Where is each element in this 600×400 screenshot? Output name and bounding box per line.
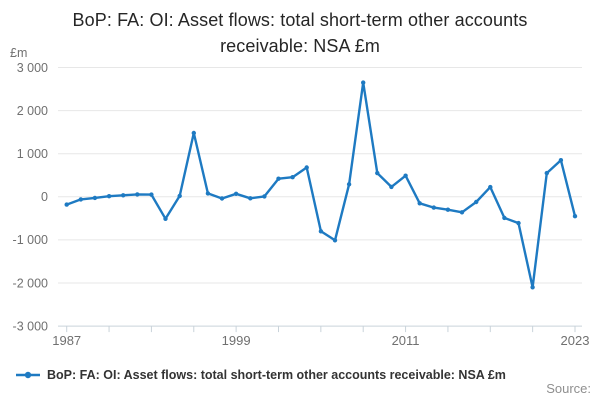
data-point-marker[interactable] — [516, 220, 521, 226]
data-point-marker[interactable] — [304, 165, 309, 170]
data-point-marker[interactable] — [163, 216, 168, 221]
data-point-marker[interactable] — [431, 205, 436, 210]
data-point-marker[interactable] — [219, 196, 225, 201]
y-tick-label: -3 000 — [13, 319, 48, 333]
data-point-marker[interactable] — [248, 196, 253, 201]
y-tick-label: -2 000 — [13, 276, 48, 290]
data-point-marker[interactable] — [205, 191, 211, 196]
data-point-marker[interactable] — [78, 197, 84, 202]
source-label: Source: — [546, 381, 591, 396]
y-tick-label: 0 — [41, 190, 48, 204]
data-point-marker[interactable] — [544, 170, 549, 176]
data-point-marker[interactable] — [262, 194, 267, 199]
data-point-marker[interactable] — [488, 184, 493, 190]
chart-title: BoP: FA: OI: Asset flows: total short-te… — [72, 10, 528, 56]
data-point-marker[interactable] — [177, 193, 182, 199]
legend-line-marker-icon — [16, 371, 40, 379]
data-point-marker[interactable] — [417, 201, 422, 206]
data-point-marker[interactable] — [389, 184, 394, 190]
data-point-marker[interactable] — [121, 193, 126, 198]
data-point-marker[interactable] — [572, 214, 578, 219]
y-gridlines — [58, 67, 582, 327]
x-tick-label: 2011 — [392, 333, 420, 348]
y-axis-unit-label: £m — [10, 46, 27, 60]
legend-label: BoP: FA: OI: Asset flows: total short-te… — [47, 368, 506, 382]
x-tick-label: 1987 — [52, 333, 81, 348]
x-tick-label: 2023 — [561, 333, 590, 348]
y-axis-tick-labels: 3 000 2 000 1 000 0 -1 000 -2 000 -3 000 — [13, 61, 49, 334]
data-point-marker[interactable] — [445, 207, 451, 212]
y-tick-label: 3 000 — [17, 61, 48, 75]
y-tick-label: 2 000 — [17, 104, 48, 118]
data-point-marker[interactable] — [135, 192, 140, 197]
y-tick-label: -1 000 — [13, 233, 48, 247]
data-point-marker[interactable] — [346, 182, 352, 187]
data-point-marker[interactable] — [474, 199, 479, 205]
data-point-marker[interactable] — [502, 215, 507, 221]
data-point-marker[interactable] — [459, 210, 465, 215]
legend[interactable]: BoP: FA: OI: Asset flows: total short-te… — [16, 367, 506, 383]
x-axis-ticks — [66, 326, 576, 333]
data-point-marker[interactable] — [276, 176, 281, 181]
series-path[interactable] — [65, 81, 577, 289]
data-point-marker[interactable] — [375, 170, 380, 176]
data-point-marker[interactable] — [106, 194, 112, 199]
x-tick-label: 1999 — [222, 333, 251, 348]
series-line[interactable] — [64, 80, 578, 290]
data-point-marker[interactable] — [361, 80, 366, 85]
data-point-marker[interactable] — [233, 191, 239, 196]
data-point-marker[interactable] — [191, 130, 196, 136]
y-tick-label: 1 000 — [17, 147, 48, 161]
data-point-marker[interactable] — [530, 285, 535, 290]
data-point-marker[interactable] — [64, 202, 69, 207]
data-point-marker[interactable] — [92, 195, 98, 201]
x-axis-tick-labels: 1987 1999 2011 2023 — [52, 333, 589, 348]
data-point-marker[interactable] — [558, 158, 564, 163]
data-point-marker[interactable] — [290, 175, 295, 180]
data-point-marker[interactable] — [318, 229, 324, 234]
data-point-marker[interactable] — [149, 192, 154, 197]
data-point-marker[interactable] — [332, 238, 338, 243]
data-point-marker[interactable] — [403, 173, 408, 178]
